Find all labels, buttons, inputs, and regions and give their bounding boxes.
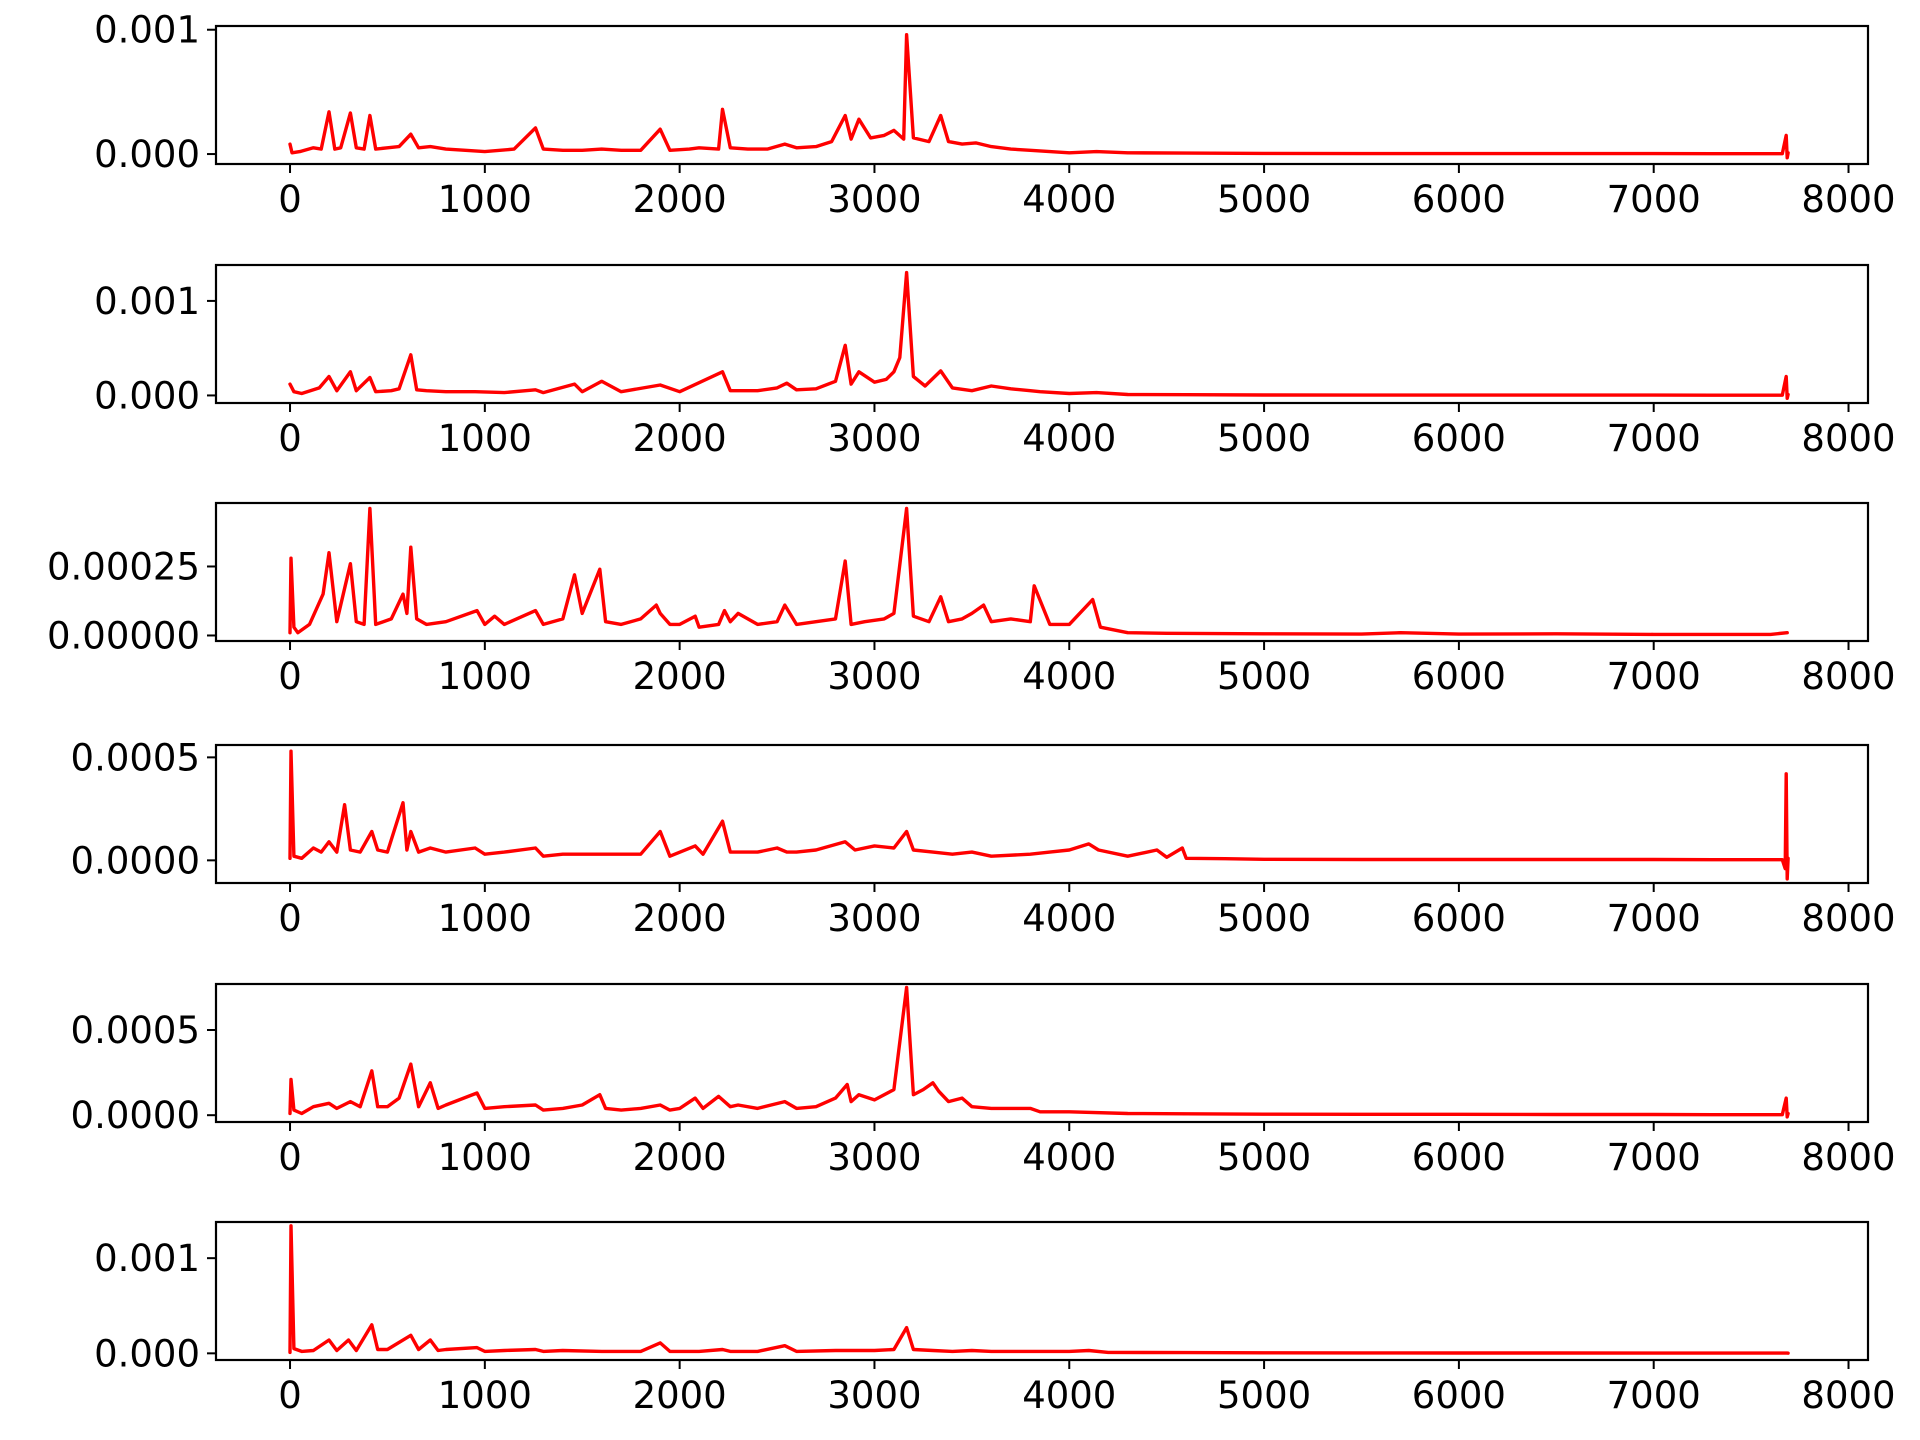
axes-frame <box>214 263 1870 405</box>
x-tick-label: 2000 <box>633 417 727 460</box>
x-tick-label: 1000 <box>438 1374 532 1417</box>
y-tick-label: 0.000 <box>94 1332 200 1375</box>
x-tick-label: 1000 <box>438 655 532 698</box>
x-tick-label: 0 <box>278 897 302 940</box>
subplot-grid: 0 1000 2000 3000 4000 5000 6000 7000 8000 0.000 0.… <box>47 9 1896 1417</box>
x-tick-label: 1000 <box>438 897 532 940</box>
subplot-2: 0 1000 2000 3000 4000 5000 6000 7000 8000 0.000 0.… <box>94 263 1896 460</box>
x-tick-label: 4000 <box>1022 1374 1116 1417</box>
x-tick-label: 8000 <box>1801 1136 1895 1179</box>
x-tick-label: 4000 <box>1022 897 1116 940</box>
series-line-2 <box>288 270 1790 400</box>
x-tick-label: 3000 <box>827 1136 921 1179</box>
x-tick-label: 3000 <box>827 417 921 460</box>
subplot-1: 0 1000 2000 3000 4000 5000 6000 7000 8000 0.000 0.… <box>94 9 1896 221</box>
subplot-6: 0 1000 2000 3000 4000 5000 6000 7000 8000 0.000 0.… <box>94 1220 1896 1417</box>
x-tick-label: 7000 <box>1607 178 1701 221</box>
axes-frame <box>214 743 1870 885</box>
x-tick-label: 7000 <box>1607 417 1701 460</box>
x-tick-label: 0 <box>278 655 302 698</box>
x-tick-label: 0 <box>278 1136 302 1179</box>
x-tick-label: 2000 <box>633 178 727 221</box>
x-tick-label: 6000 <box>1412 655 1506 698</box>
x-tick-label: 3000 <box>827 178 921 221</box>
y-tick-label: 0.001 <box>94 280 200 323</box>
x-tick-label: 5000 <box>1217 417 1311 460</box>
y-tick-label: 0.000 <box>94 374 200 417</box>
x-tick-label: 6000 <box>1412 1374 1506 1417</box>
x-tick-label: 3000 <box>827 1374 921 1417</box>
x-tick-label: 8000 <box>1801 655 1895 698</box>
x-tick-label: 2000 <box>633 655 727 698</box>
x-tick-label: 6000 <box>1412 1136 1506 1179</box>
x-tick-label: 4000 <box>1022 655 1116 698</box>
y-tick-label: 0.001 <box>94 1237 200 1280</box>
subplot-5: 0 1000 2000 3000 4000 5000 6000 7000 8000 0.0000 0… <box>71 982 1896 1179</box>
x-tick-label: 7000 <box>1607 897 1701 940</box>
x-tick-label: 5000 <box>1217 1136 1311 1179</box>
x-tick-label: 8000 <box>1801 1374 1895 1417</box>
x-tick-label: 5000 <box>1217 655 1311 698</box>
x-tick-label: 5000 <box>1217 897 1311 940</box>
x-tick-label: 7000 <box>1607 1374 1701 1417</box>
x-tick-label: 1000 <box>438 417 532 460</box>
series-line-3 <box>288 506 1789 637</box>
x-tick-label: 0 <box>278 417 302 460</box>
x-tick-label: 8000 <box>1801 417 1895 460</box>
y-tick-label: 0.00025 <box>47 545 200 588</box>
y-tick-label: 0.0000 <box>71 839 200 882</box>
x-tick-label: 2000 <box>633 1374 727 1417</box>
x-tick-label: 5000 <box>1217 178 1311 221</box>
x-tick-label: 7000 <box>1607 655 1701 698</box>
subplot-3: 0 1000 2000 3000 4000 5000 6000 7000 8000 0.00000… <box>47 501 1896 698</box>
x-tick-label: 7000 <box>1607 1136 1701 1179</box>
series-line-6 <box>288 1224 1790 1355</box>
x-tick-label: 0 <box>278 1374 302 1417</box>
y-tick-label: 0.001 <box>94 9 200 52</box>
y-tick-label: 0.0000 <box>71 1094 200 1137</box>
x-tick-label: 0 <box>278 178 302 221</box>
x-tick-label: 8000 <box>1801 178 1895 221</box>
x-tick-label: 6000 <box>1412 417 1506 460</box>
series-line-1 <box>288 33 1790 160</box>
x-tick-label: 1000 <box>438 1136 532 1179</box>
x-tick-label: 2000 <box>633 897 727 940</box>
x-tick-label: 2000 <box>633 1136 727 1179</box>
x-tick-label: 4000 <box>1022 178 1116 221</box>
x-tick-label: 4000 <box>1022 417 1116 460</box>
y-tick-label: 0.000 <box>94 133 200 176</box>
y-tick-label: 0.0005 <box>71 1009 200 1052</box>
axes-frame <box>214 1220 1870 1362</box>
axes-frame <box>214 982 1870 1124</box>
subplot-4: 0 1000 2000 3000 4000 5000 6000 7000 8000 0.0000 0… <box>71 736 1896 940</box>
y-tick-label: 0.0005 <box>71 736 200 779</box>
series-line-4 <box>288 749 1790 881</box>
axes-frame <box>214 24 1870 166</box>
x-tick-label: 8000 <box>1801 897 1895 940</box>
x-tick-label: 1000 <box>438 178 532 221</box>
x-tick-label: 3000 <box>827 897 921 940</box>
x-tick-label: 4000 <box>1022 1136 1116 1179</box>
x-tick-label: 3000 <box>827 655 921 698</box>
x-tick-label: 6000 <box>1412 178 1506 221</box>
y-tick-label: 0.00000 <box>47 614 200 657</box>
x-tick-label: 6000 <box>1412 897 1506 940</box>
x-tick-label: 5000 <box>1217 1374 1311 1417</box>
axes-frame <box>214 501 1870 643</box>
series-line-5 <box>288 985 1790 1119</box>
